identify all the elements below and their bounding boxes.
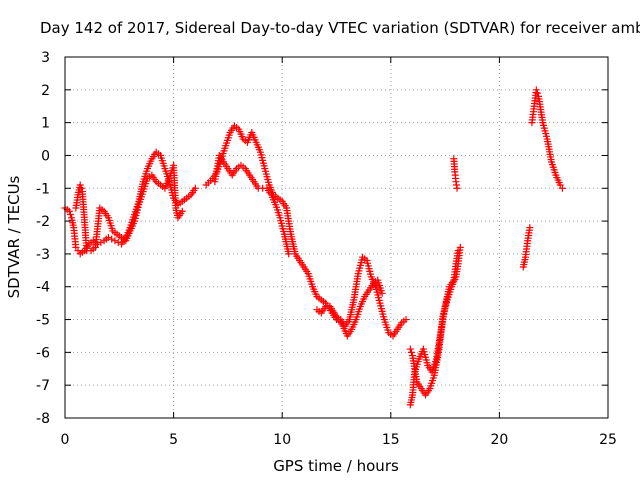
data-point: [532, 86, 540, 94]
axis-ticks: [64, 56, 609, 419]
data-point: [178, 207, 186, 215]
x-tick-label: 20: [490, 432, 508, 448]
y-tick-label: -2: [36, 214, 50, 230]
data-point: [402, 316, 410, 324]
data-point: [104, 234, 112, 241]
data-point: [65, 207, 73, 215]
data-point: [76, 181, 84, 189]
data-point: [558, 184, 566, 192]
y-tick-label: 1: [41, 116, 50, 132]
y-tick-label: -6: [36, 345, 50, 361]
data-point: [77, 184, 85, 192]
data-point: [533, 89, 541, 97]
data-point: [407, 348, 415, 356]
y-tick-label: 3: [41, 50, 50, 66]
data-point: [378, 289, 386, 297]
data-markers: [61, 86, 566, 409]
data-point: [406, 345, 414, 353]
data-point: [453, 184, 461, 192]
y-tick-label: -1: [36, 181, 50, 197]
data-point: [66, 211, 74, 219]
y-tick-label: -7: [36, 378, 50, 394]
y-tick-label: -4: [36, 280, 50, 296]
x-tick-labels: 0 5 10 15 20 25: [61, 432, 617, 448]
x-tick-label: 25: [599, 432, 617, 448]
y-tick-labels: 3 2 1 0 -1 -2 -3 -4 -5 -6 -7 -8: [36, 50, 50, 427]
y-axis-label: SDTVAR / TECUs: [5, 175, 23, 298]
data-point: [454, 247, 462, 255]
x-tick-label: 10: [273, 432, 291, 448]
plot-frame: [64, 56, 609, 419]
data-point: [108, 235, 116, 243]
y-tick-label: 2: [41, 83, 50, 99]
data-point: [191, 184, 199, 192]
chart-title: Day 142 of 2017, Sidereal Day-to-day VTE…: [40, 19, 640, 37]
data-point: [111, 237, 119, 245]
x-axis-label: GPS time / hours: [273, 457, 399, 475]
data-point: [285, 250, 293, 258]
x-tick-label: 15: [382, 432, 400, 448]
y-tick-label: -3: [36, 247, 50, 263]
y-tick-label: 0: [41, 148, 50, 164]
x-tick-label: 5: [169, 432, 178, 448]
y-tick-label: -8: [36, 411, 50, 427]
y-tick-label: -5: [36, 313, 50, 329]
data-point: [526, 224, 534, 232]
x-tick-label: 0: [61, 432, 70, 448]
grid-lines: [65, 57, 608, 418]
